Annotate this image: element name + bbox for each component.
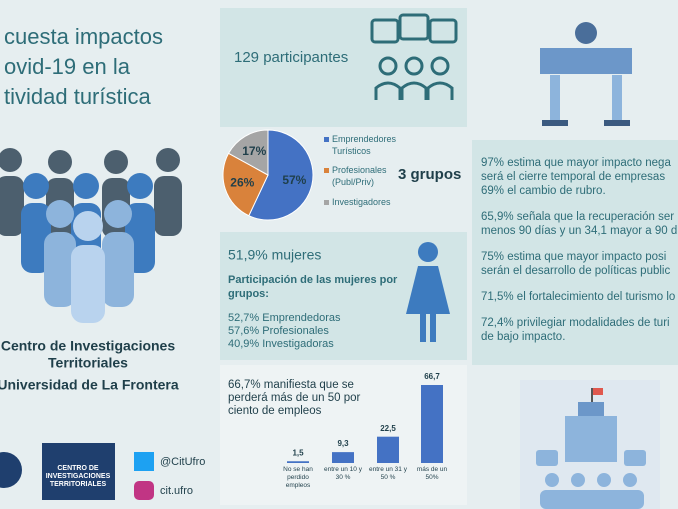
finding-line: 72,4% privilegiar modalidades de turi [481,317,670,329]
social-handle: cit.ufro [160,485,193,497]
women-intro: grupos: [228,288,269,300]
bar [421,385,443,463]
pie-slice [248,129,314,221]
logo-text: CENTRO DE [57,465,99,472]
legend-label: Emprendedores Turísticos [332,134,397,156]
legend-item: Investigadores [332,197,391,207]
pie-label: 17% [242,144,266,158]
finding-line: 97% estima que mayor impacto nega [481,157,671,169]
social-handle: @CitUfro [160,456,205,468]
org-line: Territoriales [48,355,128,371]
legend-swatch [324,168,329,173]
finding-line: 75% estima que mayor impacto posi [481,251,666,263]
groups: 3 grupos [398,166,461,183]
bar [377,436,399,463]
bar-category: entre un 31 y 50 % [369,466,407,481]
title-line: cuesta impactos [4,24,163,49]
legend-swatch [324,200,329,205]
finding-line: serán el desarrollo de políticas public [481,265,670,277]
pie-slice [227,129,269,176]
bar-category: más de un 50% [416,466,448,481]
bar-category: entre un 10 y 30 % [324,466,362,481]
org-line: Centro de Investigaciones [1,338,175,354]
x-tick-label: entre un 31 y 50 % [369,466,407,481]
women-item: 52,7% Emprendedoras [228,312,341,324]
instagram-icon [134,481,154,500]
finding-line: menos 90 días y un 34,1 mayor a 90 d [481,225,677,237]
bar [287,461,309,463]
finding-line: será el cierre temporal de empresas [481,171,665,183]
bar-chart-title: ciento de empleos [228,405,322,417]
pie-label: 57% [282,173,306,187]
title-line: ovid-19 en la [4,54,131,79]
participants-panel [220,8,467,127]
finding-line: de bajo impacto. [481,331,565,343]
legend-swatch [324,137,329,142]
bar-value-label: 22,5 [380,424,396,433]
findings-panel [472,140,678,365]
x-tick-label: entre un 10 y 30 % [324,466,362,481]
university-logo [0,452,22,488]
finding-line: 69% el cambio de rubro. [481,185,606,197]
bar-chart-title: 66,7% manifiesta que se [228,379,354,391]
bar-value-label: 9,3 [337,439,349,448]
twitter-icon [134,452,154,471]
feedback-icon [370,13,458,100]
x-tick-label: No se han perdido empleos [283,466,313,489]
title-line: tividad turística [4,84,151,109]
cit-logo [42,443,115,500]
finding-line: 65,9% señala que la recuperación ser [481,211,674,223]
women-item: 40,9% Investigadoras [228,338,334,350]
school-icon [520,380,660,509]
bar-chart-title: perderá más de un 50 por [228,392,361,404]
legend-item: Emprendedores Turísticos [332,134,397,156]
bar-value-label: 1,5 [292,448,304,457]
legend-item: Profesionales (Publ/Priv) [332,165,387,187]
pie-label: 26% [230,176,254,190]
women-intro: Participación de las mujeres por [228,274,398,286]
women-item: 57,6% Profesionales [228,325,329,337]
bar-value-label: 66,7 [424,372,440,381]
org-line: Universidad de La Frontera [0,377,179,393]
people-icon [0,148,182,323]
legend-label: Profesionales (Publ/Priv) [332,165,387,187]
women-headline: 51,9% mujeres [228,247,321,263]
woman-icon [406,242,450,342]
logo-text: TERRITORIALES [50,481,107,488]
legend-label: Investigadores [332,197,391,207]
x-tick-label: más de un 50% [416,466,448,481]
barrier-icon [540,22,632,126]
participants: 129 participantes [234,49,348,66]
logo-text: INVESTIGACIONES [46,473,111,480]
bar [332,452,354,463]
bar-category: No se han perdido empleos [283,466,313,489]
finding-line: 71,5% el fortalecimiento del turismo lo [481,291,675,303]
